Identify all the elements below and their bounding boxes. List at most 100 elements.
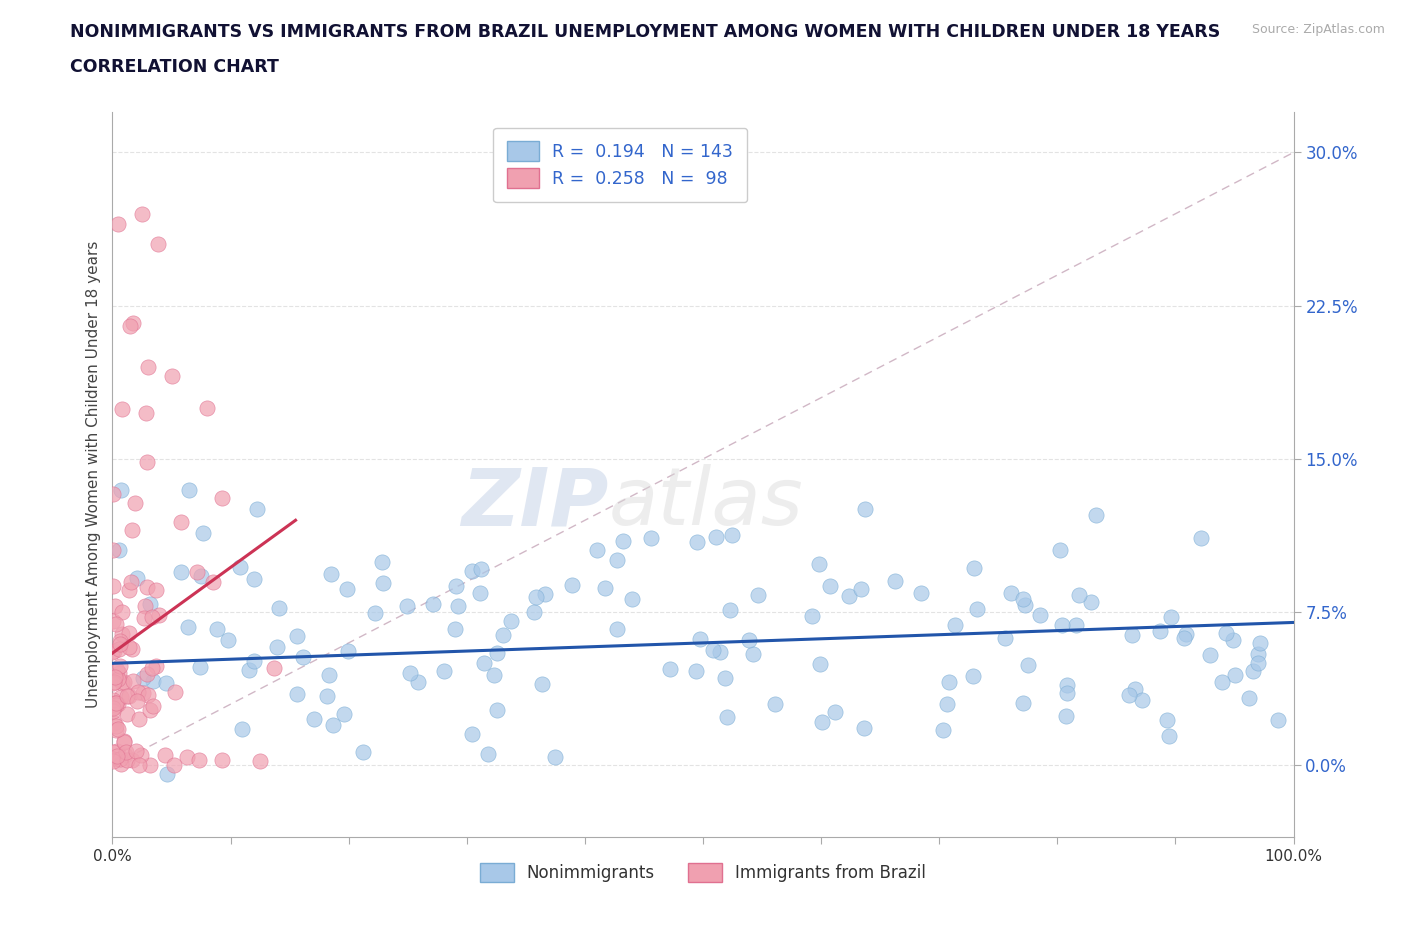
Point xyxy=(501,614,523,629)
Point xyxy=(333,707,356,722)
Point xyxy=(124,496,146,511)
Point xyxy=(155,747,177,762)
Point xyxy=(107,217,129,232)
Point xyxy=(322,718,344,733)
Point xyxy=(101,578,124,593)
Point xyxy=(104,698,127,712)
Point xyxy=(530,676,553,691)
Point xyxy=(179,482,201,497)
Point xyxy=(165,684,187,699)
Point xyxy=(145,583,167,598)
Legend: Nonimmigrants, Immigrants from Brazil: Nonimmigrants, Immigrants from Brazil xyxy=(468,851,938,894)
Point xyxy=(242,572,264,587)
Y-axis label: Unemployment Among Women with Children Under 18 years: Unemployment Among Women with Children U… xyxy=(86,241,101,708)
Point xyxy=(217,632,239,647)
Point xyxy=(884,574,907,589)
Point xyxy=(718,603,741,618)
Point xyxy=(103,716,125,731)
Point xyxy=(101,704,124,719)
Point xyxy=(811,714,834,729)
Point xyxy=(266,640,288,655)
Point xyxy=(446,578,468,593)
Point xyxy=(370,555,392,570)
Text: Source: ZipAtlas.com: Source: ZipAtlas.com xyxy=(1251,23,1385,36)
Point xyxy=(121,641,143,656)
Point xyxy=(211,752,233,767)
Point xyxy=(524,590,547,604)
Point xyxy=(186,565,208,579)
Point xyxy=(606,621,628,636)
Point xyxy=(433,664,456,679)
Point xyxy=(302,711,325,726)
Point xyxy=(249,754,271,769)
Point xyxy=(560,578,582,592)
Point xyxy=(108,752,131,767)
Point xyxy=(105,719,128,734)
Point xyxy=(108,542,131,557)
Point xyxy=(105,749,128,764)
Point xyxy=(238,662,260,677)
Point xyxy=(838,589,860,604)
Point xyxy=(1160,610,1182,625)
Point xyxy=(101,701,124,716)
Point xyxy=(131,206,153,221)
Point xyxy=(121,523,143,538)
Point xyxy=(910,586,932,601)
Text: CORRELATION CHART: CORRELATION CHART xyxy=(70,58,280,75)
Point xyxy=(621,591,644,606)
Point xyxy=(1199,647,1222,662)
Point xyxy=(640,531,662,546)
Point xyxy=(114,748,136,763)
Text: atlas: atlas xyxy=(609,464,803,542)
Point xyxy=(1067,588,1090,603)
Point xyxy=(689,631,711,646)
Point xyxy=(818,579,841,594)
Point xyxy=(485,703,508,718)
Point xyxy=(1014,598,1036,613)
Point xyxy=(110,757,132,772)
Point xyxy=(422,597,444,612)
Point xyxy=(966,602,988,617)
Point xyxy=(211,490,233,505)
Point xyxy=(145,658,167,673)
Point xyxy=(122,673,145,688)
Point xyxy=(101,751,124,766)
Point xyxy=(395,599,418,614)
Point xyxy=(337,644,360,658)
Point xyxy=(136,360,159,375)
Point xyxy=(1246,656,1268,671)
Point xyxy=(477,747,499,762)
Point xyxy=(135,579,157,594)
Point xyxy=(659,661,682,676)
Point xyxy=(142,698,165,713)
Point xyxy=(148,607,170,622)
Point xyxy=(398,665,420,680)
Point xyxy=(1211,674,1233,689)
Point xyxy=(595,580,617,595)
Point xyxy=(586,542,609,557)
Point xyxy=(1222,632,1244,647)
Point xyxy=(108,636,131,651)
Point xyxy=(141,660,163,675)
Point xyxy=(285,686,308,701)
Point xyxy=(371,576,394,591)
Point xyxy=(316,688,339,703)
Point xyxy=(190,568,212,583)
Point xyxy=(111,675,134,690)
Point xyxy=(107,697,129,711)
Point xyxy=(263,661,285,676)
Point xyxy=(443,621,465,636)
Point xyxy=(1012,591,1035,606)
Point xyxy=(472,656,495,671)
Point xyxy=(103,675,125,690)
Point xyxy=(704,530,727,545)
Point xyxy=(1118,688,1140,703)
Point xyxy=(352,744,374,759)
Point xyxy=(482,668,505,683)
Point xyxy=(446,599,468,614)
Point xyxy=(1149,624,1171,639)
Point xyxy=(104,598,127,613)
Point xyxy=(136,687,159,702)
Point xyxy=(1237,690,1260,705)
Point xyxy=(1017,658,1039,672)
